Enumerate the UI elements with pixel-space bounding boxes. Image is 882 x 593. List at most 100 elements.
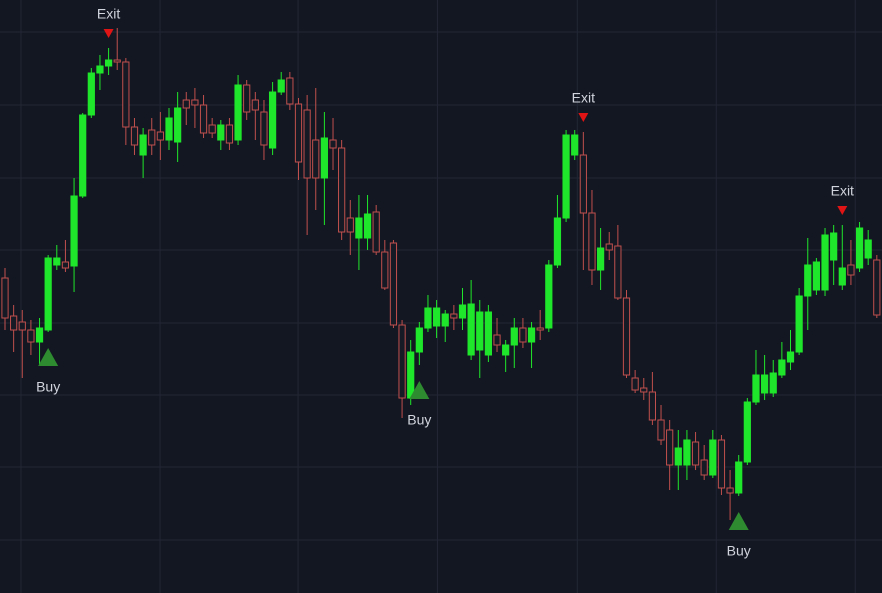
- candle-body: [726, 487, 734, 494]
- candle-body: [735, 461, 743, 494]
- buy-marker: [728, 512, 749, 530]
- candle-body: [35, 327, 44, 343]
- candle-body: [648, 391, 657, 421]
- candle-body: [605, 243, 613, 251]
- candle-body: [588, 212, 596, 271]
- candle-body: [191, 99, 199, 106]
- candle-body: [199, 104, 208, 134]
- candle-body: [804, 264, 812, 297]
- candle-body: [812, 261, 821, 291]
- candle-body: [87, 72, 95, 116]
- signal-label: Buy: [407, 412, 431, 428]
- candle-body: [363, 213, 372, 239]
- candle-body: [666, 429, 674, 466]
- candle-body: [329, 139, 337, 149]
- candle-body: [234, 84, 242, 141]
- signal-label: Exit: [97, 6, 120, 22]
- candle-body: [268, 91, 277, 149]
- candle-body: [769, 372, 777, 394]
- candle-body: [847, 264, 855, 276]
- candle-body: [502, 344, 510, 356]
- candle-body: [355, 217, 363, 239]
- candle-body: [527, 327, 536, 343]
- candle-body: [294, 103, 303, 163]
- signal-label: Exit: [831, 183, 854, 199]
- exit-marker: [837, 206, 848, 215]
- candle-body: [148, 129, 156, 146]
- candle-body: [614, 245, 622, 299]
- candle-body: [18, 321, 26, 331]
- candle-body: [458, 304, 467, 319]
- candle-body: [260, 111, 268, 146]
- candle-body: [674, 447, 682, 466]
- candle-body: [320, 137, 328, 179]
- candle-body: [415, 327, 423, 353]
- signal-label: Buy: [727, 543, 751, 559]
- candle-body: [536, 327, 544, 331]
- candle-body: [381, 251, 389, 289]
- candle-body: [122, 61, 130, 128]
- candle-body: [778, 359, 786, 376]
- candle-body: [717, 439, 726, 489]
- candle-body: [104, 59, 113, 67]
- candle-body: [683, 439, 691, 466]
- candle-body: [338, 147, 346, 233]
- exit-marker: [578, 113, 589, 122]
- candle-body: [251, 99, 259, 111]
- candle-body: [303, 109, 311, 179]
- exit-marker: [103, 29, 114, 38]
- candle-body: [467, 303, 475, 356]
- candle-body: [760, 374, 769, 394]
- candle-body: [27, 329, 35, 343]
- candle-body: [61, 261, 70, 269]
- candle-body: [225, 124, 234, 144]
- candle-body: [786, 351, 795, 363]
- candle-body: [44, 257, 52, 331]
- buy-marker: [38, 348, 59, 366]
- candle-body: [691, 441, 700, 466]
- candle-body: [53, 257, 61, 266]
- candle-body: [407, 351, 415, 399]
- candle-body: [622, 297, 631, 376]
- signal-label: Exit: [572, 90, 595, 106]
- candle-body: [631, 377, 639, 391]
- candle-body: [838, 267, 846, 286]
- candle-body: [113, 59, 121, 63]
- candle-body: [709, 439, 717, 476]
- candle-body: [441, 313, 449, 327]
- candle-body: [372, 211, 380, 253]
- candle-body: [545, 264, 553, 329]
- candle-body: [10, 315, 18, 331]
- candle-body: [96, 65, 104, 74]
- candle-body: [346, 217, 354, 233]
- candle-body: [1, 277, 9, 319]
- candle-body: [596, 247, 605, 271]
- candle-body: [286, 77, 294, 105]
- candle-body: [510, 327, 518, 346]
- candle-body: [519, 327, 527, 343]
- candle-body: [484, 311, 492, 356]
- candle-body: [493, 334, 501, 346]
- signal-label: Buy: [36, 379, 60, 395]
- candle-body: [450, 313, 458, 319]
- candle-body: [130, 126, 139, 146]
- buy-marker: [409, 381, 430, 399]
- candle-body: [821, 234, 829, 291]
- candle-body: [389, 242, 398, 326]
- candle-body: [640, 387, 648, 393]
- candle-body: [553, 217, 562, 266]
- candle-body: [830, 232, 838, 261]
- candle-body: [579, 154, 587, 214]
- candle-body: [277, 79, 285, 93]
- candle-body: [217, 124, 225, 141]
- candle-body: [855, 227, 864, 269]
- candle-body: [312, 139, 320, 179]
- candle-body: [165, 117, 173, 141]
- candle-body: [79, 114, 87, 197]
- candle-body: [752, 374, 760, 403]
- candle-body: [795, 295, 803, 353]
- candle-body: [70, 195, 78, 267]
